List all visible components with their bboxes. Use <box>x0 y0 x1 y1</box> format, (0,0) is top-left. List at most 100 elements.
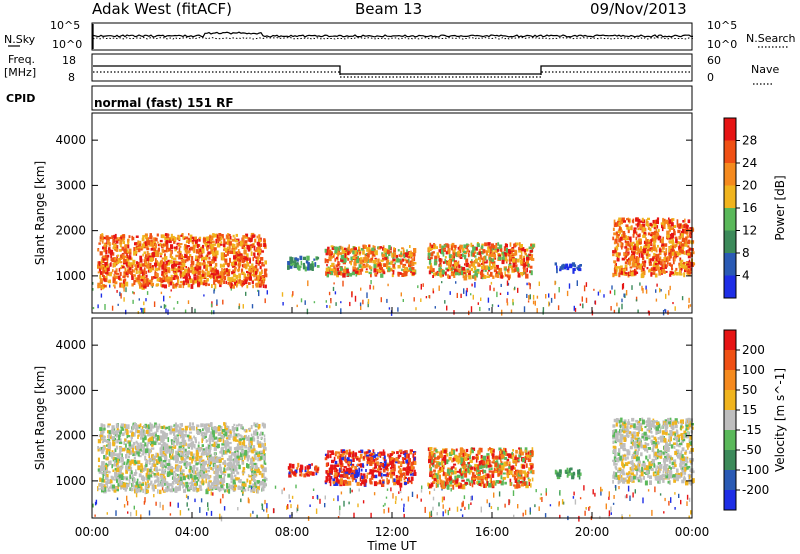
echo-region-0-cell <box>227 276 229 282</box>
echo-region-0-cell <box>107 449 111 452</box>
echo-region-0-cell <box>103 284 107 288</box>
echo-region-5-cell <box>654 273 658 278</box>
echo-region-1-cell <box>311 261 314 265</box>
echo-region-0-cell <box>180 428 184 431</box>
echo-region-5-cell <box>651 257 655 262</box>
echo-region-2-cell <box>401 247 404 250</box>
echo-region-0-cell <box>216 276 219 279</box>
echo-region-0-cell <box>223 467 226 472</box>
echo-region-3-cell <box>459 246 462 250</box>
echo-region-0-cell <box>230 480 233 484</box>
scatter-cell <box>608 510 611 517</box>
echo-region-2-cell <box>330 245 334 248</box>
echo-region-0-cell <box>185 466 188 469</box>
echo-region-5-cell <box>669 273 672 277</box>
echo-region-0-cell <box>213 485 217 489</box>
echo-region-0-cell <box>196 424 199 427</box>
echo-region-0-cell <box>169 425 173 430</box>
echo-region-0-cell <box>222 480 225 484</box>
echo-region-0-cell <box>159 242 162 246</box>
echo-region-0-cell <box>233 447 236 451</box>
echo-region-0-cell <box>196 488 200 492</box>
echo-region-0-cell <box>154 431 157 434</box>
echo-region-0-cell <box>232 274 237 278</box>
echo-region-0-cell <box>103 243 106 247</box>
echo-region-0-cell <box>172 440 176 444</box>
echo-region-0-cell <box>248 442 252 447</box>
echo-region-0-cell <box>153 247 156 252</box>
echo-region-5-cell <box>658 248 662 253</box>
echo-region-0-cell <box>130 436 133 442</box>
echo-region-3-cell <box>481 263 484 265</box>
echo-region-3-cell <box>428 255 431 260</box>
echo-region-0-cell <box>219 271 224 276</box>
echo-region-1-cell <box>290 263 293 266</box>
echo-region-3-cell <box>454 246 457 251</box>
echo-region-0-cell <box>225 268 228 273</box>
echo-region-0-cell <box>252 256 255 262</box>
scatter-cell <box>438 285 440 291</box>
echo-region-0-cell <box>237 268 240 273</box>
echo-region-2-cell <box>359 259 363 265</box>
echo-region-5-cell <box>664 270 666 274</box>
echo-region-3-cell <box>502 258 505 261</box>
echo-region-0-cell <box>191 458 194 462</box>
station-title: Adak West (fitACF) <box>92 0 232 18</box>
echo-region-2-cell <box>373 268 377 273</box>
echo-region-3-cell <box>500 275 504 279</box>
echo-region-5-cell <box>687 219 691 224</box>
echo-region-4-cell <box>556 265 558 270</box>
scatter-cell <box>403 503 405 507</box>
echo-region-5-cell <box>653 223 657 228</box>
echo-region-0-cell <box>252 234 256 238</box>
echo-region-2-cell <box>355 273 358 277</box>
echo-region-5-cell <box>662 264 665 269</box>
echo-region-0-cell <box>181 447 184 450</box>
echo-region-0-cell <box>164 456 168 462</box>
echo-region-0-cell <box>253 252 256 256</box>
echo-region-2-cell <box>356 258 360 263</box>
echo-region-0-cell <box>113 460 116 465</box>
echo-region-3-cell <box>526 267 528 273</box>
echo-region-0-cell <box>169 455 173 460</box>
scatter-cell <box>160 305 162 308</box>
echo-region-0-cell <box>179 273 182 279</box>
echo-region-0-cell <box>119 271 122 276</box>
echo-region-0-cell <box>209 440 211 445</box>
scatter-cell <box>288 494 290 499</box>
echo-region-3-cell <box>526 254 529 259</box>
echo-region-3-cell <box>468 250 471 253</box>
echo-region-0-cell <box>257 453 261 458</box>
echo-region-3-cell <box>477 262 480 266</box>
scatter-cell <box>143 501 146 505</box>
scatter-cell <box>514 286 516 290</box>
echo-region-3-cell <box>522 261 525 266</box>
echo-region-0-cell <box>139 266 143 271</box>
echo-region-0-cell <box>238 249 240 254</box>
echo-region-0-cell <box>131 459 134 464</box>
echo-region-0-cell <box>173 431 176 436</box>
echo-region-0-cell <box>174 246 177 252</box>
nave-tick-top: 60 <box>707 54 721 67</box>
echo-region-0-cell <box>243 246 246 250</box>
echo-region-0-cell <box>252 271 255 277</box>
echo-region-3-cell <box>446 244 450 248</box>
echo-region-5-cell <box>624 240 627 243</box>
echo-region-5-cell <box>674 252 677 257</box>
echo-region-3-cell <box>427 252 431 256</box>
echo-region-0-cell <box>120 457 124 460</box>
echo-region-0-cell <box>202 244 205 250</box>
echo-region-0-cell <box>229 434 232 438</box>
echo-region-2-cell <box>383 271 386 275</box>
echo-region-0-cell <box>137 281 140 284</box>
echo-region-0-cell <box>185 250 188 255</box>
echo-region-5-cell <box>632 218 635 224</box>
date-title: 09/Nov/2013 <box>590 0 687 18</box>
echo-region-5-cell <box>650 272 653 277</box>
echo-region-0-cell <box>146 278 149 283</box>
echo-region-0-cell <box>183 429 185 433</box>
echo-region-0-cell <box>112 269 114 272</box>
echo-region-0-cell <box>117 429 121 433</box>
echo-region-0-cell <box>144 233 148 237</box>
